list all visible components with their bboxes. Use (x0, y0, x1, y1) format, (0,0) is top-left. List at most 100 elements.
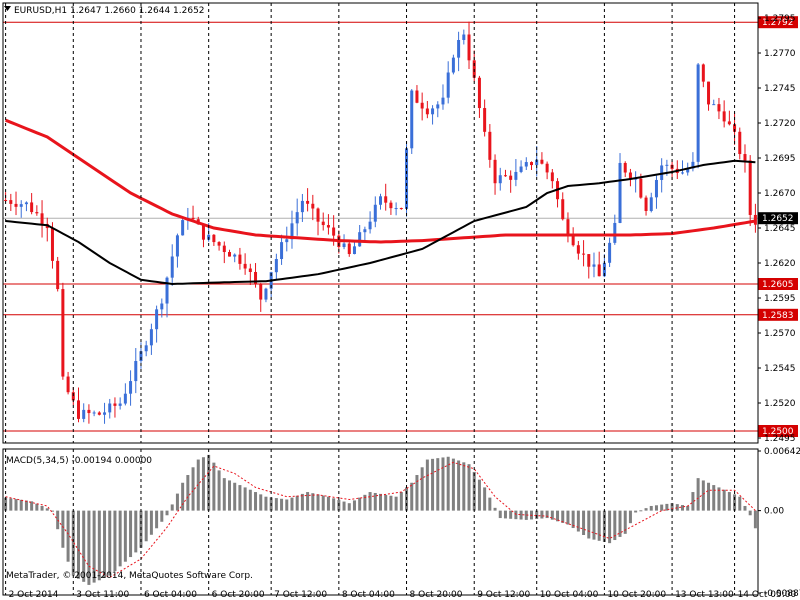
macd-histogram-bar[interactable] (280, 498, 284, 511)
candle-body[interactable] (727, 121, 731, 125)
candle-body[interactable] (524, 162, 528, 167)
candle-body[interactable] (19, 204, 23, 207)
macd-histogram-bar[interactable] (550, 510, 554, 520)
macd-histogram-bar[interactable] (592, 510, 596, 540)
macd-histogram-bar[interactable] (436, 458, 440, 511)
candle-body[interactable] (274, 259, 278, 273)
candle-body[interactable] (597, 264, 601, 277)
macd-histogram-bar[interactable] (634, 510, 638, 513)
macd-histogram-bar[interactable] (399, 492, 403, 511)
macd-histogram-bar[interactable] (701, 480, 705, 511)
candle-body[interactable] (566, 219, 570, 236)
macd-histogram-bar[interactable] (613, 510, 617, 541)
candle-body[interactable] (248, 268, 252, 272)
candle-body[interactable] (61, 289, 65, 377)
macd-histogram-bar[interactable] (201, 457, 205, 511)
macd-histogram-bar[interactable] (71, 510, 75, 576)
macd-histogram-bar[interactable] (571, 510, 575, 529)
candle-body[interactable] (191, 217, 195, 220)
macd-histogram-bar[interactable] (451, 458, 455, 511)
candle-body[interactable] (540, 159, 544, 164)
macd-histogram-bar[interactable] (40, 505, 44, 511)
candle-body[interactable] (373, 204, 377, 222)
candle-body[interactable] (118, 403, 122, 406)
candle-body[interactable] (717, 104, 721, 112)
candle-body[interactable] (50, 228, 54, 261)
macd-histogram-bar[interactable] (477, 479, 481, 511)
macd-histogram-bar[interactable] (670, 503, 674, 511)
macd-histogram-bar[interactable] (160, 510, 164, 522)
macd-histogram-bar[interactable] (498, 510, 502, 519)
macd-histogram-bar[interactable] (467, 464, 471, 511)
candle-body[interactable] (649, 197, 653, 211)
candle-body[interactable] (681, 172, 684, 174)
candle-body[interactable] (389, 202, 393, 209)
macd-histogram-bar[interactable] (228, 480, 231, 511)
candle-body[interactable] (280, 242, 284, 260)
macd-histogram-bar[interactable] (9, 498, 13, 511)
macd-histogram-bar[interactable] (618, 510, 622, 537)
macd-histogram-bar[interactable] (415, 475, 419, 511)
candle-body[interactable] (712, 104, 716, 106)
macd-histogram-bar[interactable] (358, 497, 362, 511)
candle-body[interactable] (103, 412, 107, 415)
macd-histogram-bar[interactable] (582, 510, 586, 536)
macd-histogram-bar[interactable] (649, 505, 653, 511)
macd-histogram-bar[interactable] (82, 510, 86, 582)
candle-body[interactable] (40, 213, 44, 224)
candle-body[interactable] (212, 234, 216, 243)
macd-histogram-bar[interactable] (129, 510, 133, 558)
candle-body[interactable] (420, 102, 424, 109)
macd-histogram-bar[interactable] (332, 498, 336, 511)
macd-histogram-bar[interactable] (738, 496, 742, 511)
candle-body[interactable] (316, 208, 320, 222)
macd-histogram-bar[interactable] (545, 510, 549, 519)
macd-histogram-bar[interactable] (576, 510, 580, 532)
macd-histogram-bar[interactable] (389, 495, 393, 511)
macd-histogram-bar[interactable] (566, 510, 570, 525)
macd-histogram-bar[interactable] (686, 505, 690, 511)
candle-body[interactable] (415, 90, 419, 103)
candle-body[interactable] (608, 242, 612, 263)
macd-histogram-bar[interactable] (144, 510, 148, 542)
candle-body[interactable] (587, 254, 591, 267)
macd-histogram-bar[interactable] (535, 510, 539, 519)
macd-histogram-bar[interactable] (233, 482, 237, 511)
candle-body[interactable] (108, 403, 112, 413)
macd-histogram-bar[interactable] (264, 496, 268, 511)
macd-histogram-bar[interactable] (274, 498, 278, 511)
macd-histogram-bar[interactable] (326, 496, 330, 511)
macd-histogram-bar[interactable] (175, 493, 179, 511)
macd-histogram-bar[interactable] (50, 510, 54, 512)
candle-body[interactable] (733, 124, 737, 132)
candle-body[interactable] (352, 246, 356, 255)
candle-body[interactable] (56, 260, 60, 290)
candle-body[interactable] (462, 34, 466, 40)
candle-body[interactable] (238, 254, 242, 264)
macd-histogram-bar[interactable] (425, 459, 429, 511)
macd-histogram-bar[interactable] (420, 467, 424, 511)
candle-body[interactable] (321, 221, 325, 226)
macd-histogram-bar[interactable] (123, 510, 127, 562)
candle-body[interactable] (129, 381, 133, 394)
candle-body[interactable] (545, 163, 549, 173)
macd-histogram-bar[interactable] (373, 492, 377, 511)
candle-body[interactable] (233, 254, 237, 257)
macd-histogram-bar[interactable] (243, 487, 247, 511)
macd-histogram-bar[interactable] (654, 505, 658, 511)
candle-body[interactable] (509, 175, 513, 180)
candle-body[interactable] (295, 212, 299, 224)
macd-histogram-bar[interactable] (363, 494, 367, 511)
candle-body[interactable] (451, 57, 455, 73)
macd-histogram-bar[interactable] (623, 510, 627, 534)
candle-body[interactable] (748, 160, 752, 215)
candle-body[interactable] (576, 245, 580, 254)
macd-histogram-bar[interactable] (514, 510, 518, 520)
candle-body[interactable] (431, 108, 435, 115)
macd-histogram-bar[interactable] (519, 510, 523, 520)
macd-histogram-bar[interactable] (462, 462, 466, 511)
macd-histogram-bar[interactable] (170, 504, 174, 511)
candle-body[interactable] (217, 242, 221, 246)
macd-histogram-bar[interactable] (222, 478, 226, 511)
candle-body[interactable] (696, 64, 700, 162)
